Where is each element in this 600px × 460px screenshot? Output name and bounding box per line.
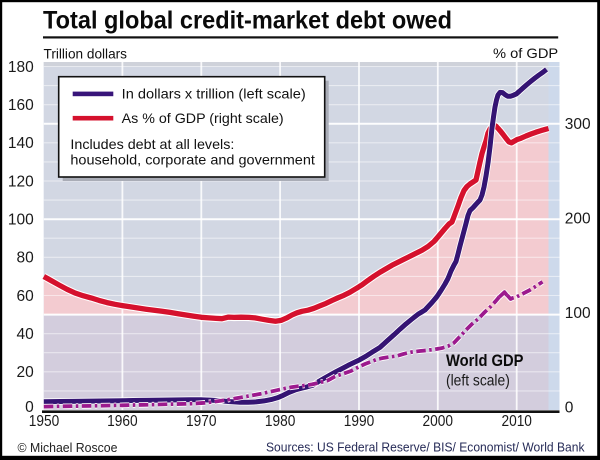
svg-text:(left scale): (left scale) <box>446 373 510 390</box>
svg-text:100: 100 <box>565 305 591 322</box>
svg-text:40: 40 <box>17 326 35 343</box>
svg-text:0: 0 <box>565 399 574 416</box>
svg-text:1950: 1950 <box>29 413 60 430</box>
svg-text:200: 200 <box>565 210 591 227</box>
svg-text:In dollars x trillion (left sc: In dollars x trillion (left scale) <box>122 86 306 102</box>
svg-text:60: 60 <box>17 288 35 305</box>
svg-text:1990: 1990 <box>344 413 375 430</box>
svg-text:80: 80 <box>17 250 35 267</box>
svg-text:% of GDP: % of GDP <box>493 45 558 61</box>
svg-text:household, corporate and gover: household, corporate and government <box>70 152 315 168</box>
svg-text:0: 0 <box>25 399 34 416</box>
svg-text:2000: 2000 <box>423 413 454 430</box>
svg-text:300: 300 <box>565 116 591 133</box>
svg-text:1970: 1970 <box>186 413 217 430</box>
svg-text:160: 160 <box>8 97 34 114</box>
svg-text:140: 140 <box>8 135 34 152</box>
svg-text:20: 20 <box>17 364 35 381</box>
svg-text:100: 100 <box>8 212 34 229</box>
svg-text:120: 120 <box>8 173 34 190</box>
svg-text:As % of GDP (right scale): As % of GDP (right scale) <box>122 110 284 126</box>
svg-text:Includes debt at all levels:: Includes debt at all levels: <box>70 136 234 152</box>
svg-text:© Michael Roscoe: © Michael Roscoe <box>18 440 118 455</box>
svg-text:180: 180 <box>8 59 34 76</box>
svg-text:Trillion dollars: Trillion dollars <box>44 46 128 62</box>
svg-text:1960: 1960 <box>107 413 138 430</box>
svg-text:2010: 2010 <box>501 413 532 430</box>
svg-text:World GDP: World GDP <box>446 351 524 370</box>
svg-text:Total global credit-market deb: Total global credit-market debt owed <box>43 7 452 35</box>
svg-text:1980: 1980 <box>265 413 296 430</box>
svg-text:Sources: US Federal Reserve/ B: Sources: US Federal Reserve/ BIS/ Econom… <box>266 440 585 455</box>
